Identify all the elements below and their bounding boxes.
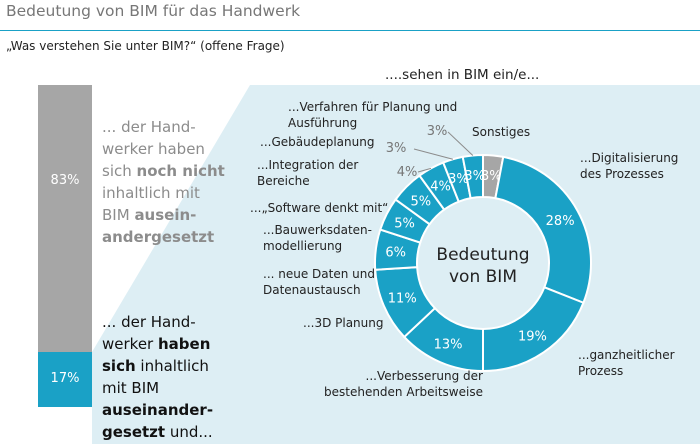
slice-value-label: 6% — [385, 245, 406, 260]
center-label-line2: von BIM — [449, 267, 517, 287]
label-ganzheitlicher-prozess: ...ganzheitlicher Prozess — [578, 348, 675, 378]
slice-value-label: 3% — [481, 169, 502, 184]
center-label-line1: Bedeutung — [436, 245, 529, 265]
label-sonstiges: Sonstiges — [472, 125, 531, 139]
leader-line — [447, 131, 474, 156]
stacked-bar: 83% 17% — [38, 85, 92, 407]
bar-description-not-engaged: ... der Hand- werker haben sich noch nic… — [102, 118, 225, 246]
slice-value-label: 4% — [430, 179, 451, 194]
slice-value-label: 5% — [394, 217, 415, 232]
leader-lines: 4% 3% 3% — [386, 124, 474, 180]
slice-value-label: 19% — [518, 329, 547, 344]
outside-value-label: 4% — [397, 165, 418, 180]
label-integration: ...Integration der Bereiche — [257, 158, 359, 188]
slice-value-label: 11% — [388, 291, 417, 306]
bar-segment-not-engaged: 83% — [38, 85, 92, 352]
slice-value-label: 28% — [546, 214, 575, 229]
label-verfahren: ...Verfahren für Planung und Ausführung — [288, 100, 458, 130]
survey-question: „Was verstehen Sie unter BIM?“ (offene F… — [6, 39, 285, 53]
label-gebaeudeplanung: ...Gebäudeplanung — [260, 135, 375, 149]
label-bauwerksdatenmodellierung: ...Bauwerksdaten-modellierung — [263, 223, 372, 253]
bar-value-engaged: 17% — [50, 371, 80, 386]
bar-value-not-engaged: 83% — [50, 173, 80, 188]
slice-value-label: 13% — [434, 337, 463, 352]
slice-value-label: 3% — [464, 169, 485, 184]
label-3d-planung: ...3D Planung — [303, 316, 384, 330]
slice-value-label: 3% — [448, 172, 469, 187]
bar-description-engaged: ... der Hand- werker haben sich inhaltli… — [102, 313, 214, 441]
slice-value-label: 5% — [410, 194, 431, 209]
label-verbesserung: ...Verbesserung der bestehenden Arbeitswe… — [324, 369, 483, 399]
label-software-denkt-mit: ...„Software denkt mit“ — [250, 201, 389, 215]
donut-slice — [461, 153, 484, 200]
leader-line — [417, 167, 432, 173]
label-neue-daten: ... neue Daten und Datenaustausch — [263, 267, 375, 297]
label-digitalisierung: ...Digitalisierung des Prozesses — [580, 151, 679, 181]
title-rule — [0, 30, 700, 31]
outside-value-label: 3% — [386, 141, 407, 156]
outside-value-label: 3% — [427, 124, 448, 139]
bar-segment-engaged: 17% — [38, 352, 92, 407]
chart-title: Bedeutung von BIM für das Handwerk — [6, 2, 301, 20]
ring-title: ....sehen in BIM ein/e... — [385, 67, 540, 83]
leader-line — [413, 148, 453, 160]
